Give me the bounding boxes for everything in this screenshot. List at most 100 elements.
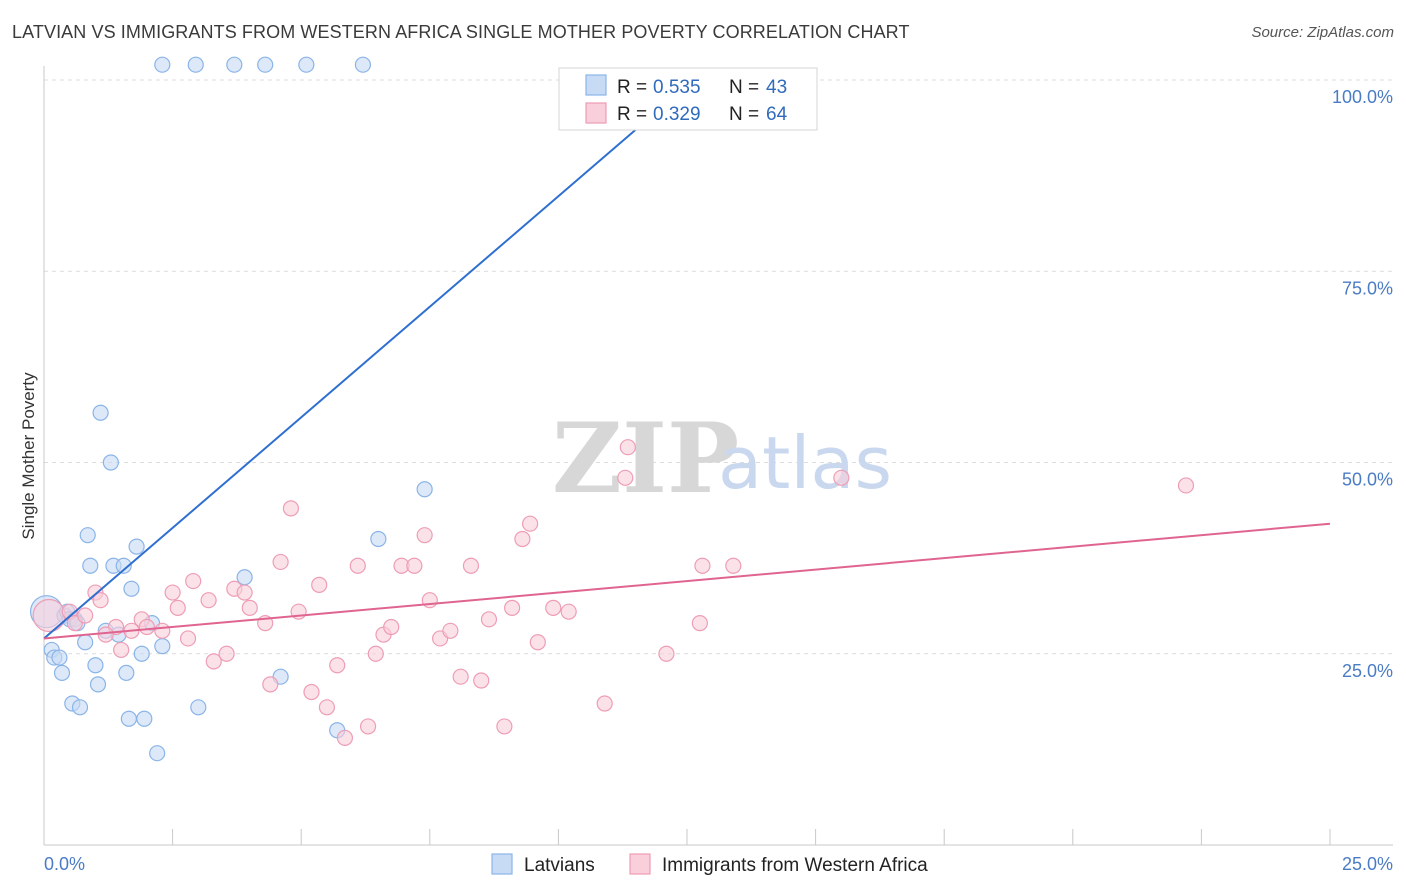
legend-n-label: N =	[729, 77, 759, 98]
data-point	[97, 626, 114, 643]
data-point	[200, 592, 217, 609]
data-point	[336, 729, 354, 747]
series-legend: Latvians Immigrants from Western Africa	[491, 853, 928, 876]
series-points-immigrants	[32, 439, 1195, 747]
data-point	[529, 634, 546, 651]
data-point	[504, 599, 521, 616]
trend-line-immigrants	[43, 522, 1331, 640]
data-point	[462, 557, 480, 574]
data-point	[236, 584, 253, 601]
data-point	[545, 599, 562, 616]
axes	[43, 66, 1393, 846]
legend-r-label: R =	[617, 104, 647, 125]
data-point	[522, 515, 539, 532]
data-point	[272, 553, 289, 571]
data-point	[32, 598, 66, 633]
data-point	[154, 622, 171, 639]
data-point	[311, 576, 328, 594]
data-point	[298, 56, 315, 73]
data-point	[149, 745, 166, 762]
legend-r-value: 0.535	[653, 77, 701, 98]
scatter-points	[29, 56, 1195, 762]
data-point	[154, 56, 171, 73]
data-point	[179, 630, 197, 647]
data-point	[241, 599, 258, 616]
legend-r-value: 0.329	[653, 104, 701, 125]
data-point	[658, 645, 675, 662]
data-point	[87, 657, 104, 674]
data-point	[218, 645, 235, 662]
data-point	[133, 645, 150, 662]
y-tick-labels: 25.0% 50.0% 75.0% 100.0%	[1332, 87, 1393, 681]
data-point	[164, 584, 181, 601]
watermark-atlas: atlas	[718, 421, 892, 505]
data-point	[226, 56, 243, 73]
data-point	[617, 469, 634, 486]
data-point	[169, 599, 186, 616]
y-tick-label: 25.0%	[1342, 661, 1393, 681]
data-point	[262, 676, 279, 693]
data-point	[138, 618, 155, 636]
data-point	[77, 607, 94, 624]
chart-title: LATVIAN VS IMMIGRANTS FROM WESTERN AFRIC…	[12, 22, 910, 42]
data-point	[359, 718, 377, 735]
data-point	[354, 56, 372, 73]
y-tick-label: 75.0%	[1342, 278, 1393, 298]
data-point	[560, 603, 577, 620]
data-point	[51, 649, 68, 666]
chart-source: Source: ZipAtlas.com	[1251, 24, 1394, 41]
data-point	[406, 557, 423, 574]
trend-line-latvians	[43, 71, 704, 640]
data-point	[480, 611, 498, 628]
data-point	[383, 618, 400, 636]
data-point	[123, 580, 140, 597]
data-point	[257, 56, 274, 73]
data-point	[205, 653, 222, 670]
data-point	[370, 530, 387, 548]
legend-n-value: 43	[766, 77, 787, 98]
data-point	[71, 699, 89, 716]
legend-n-label: N =	[729, 104, 759, 125]
data-point	[496, 718, 513, 735]
series-legend-label-immigrants: Immigrants from Western Africa	[662, 855, 928, 876]
legend-n-value: 64	[766, 104, 788, 125]
series-legend-swatch-latvians	[491, 853, 513, 875]
data-point	[77, 634, 94, 651]
data-point	[416, 481, 433, 498]
data-point	[473, 672, 490, 689]
data-point	[190, 699, 207, 716]
data-point	[596, 695, 613, 712]
trend-lines	[43, 71, 1331, 640]
data-point	[92, 404, 109, 421]
x-tick-label-min: 0.0%	[44, 854, 85, 874]
data-point	[102, 454, 119, 471]
gridlines	[44, 79, 1393, 655]
data-point	[416, 527, 433, 544]
data-point	[53, 664, 71, 681]
y-tick-label: 100.0%	[1332, 87, 1393, 107]
data-point	[833, 469, 850, 486]
data-point	[318, 699, 336, 716]
data-point	[185, 572, 202, 590]
y-tick-label: 50.0%	[1342, 470, 1393, 490]
data-point	[282, 500, 300, 517]
legend-r-label: R =	[617, 77, 647, 98]
data-point	[367, 645, 384, 662]
series-legend-swatch-immigrants	[629, 853, 651, 875]
data-point	[1177, 477, 1195, 494]
data-point	[89, 676, 107, 693]
data-point	[128, 538, 145, 555]
data-point	[452, 668, 469, 685]
watermark-zip: ZIP	[552, 402, 739, 515]
data-point	[349, 557, 366, 574]
data-point	[619, 439, 636, 456]
data-point	[691, 615, 708, 632]
data-point	[725, 557, 742, 574]
data-point	[514, 530, 531, 548]
data-point	[82, 557, 99, 574]
data-point	[136, 710, 153, 727]
data-point	[92, 592, 109, 609]
data-point	[442, 622, 459, 639]
correlation-legend: R = 0.535 N = 43 R = 0.329 N = 64	[558, 67, 818, 131]
